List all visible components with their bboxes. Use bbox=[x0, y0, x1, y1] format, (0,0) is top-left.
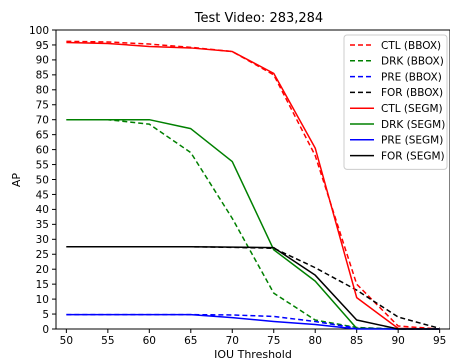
y-tick-label: 30 bbox=[36, 234, 49, 246]
x-axis-title: IOU Threshold bbox=[214, 348, 292, 361]
y-tick-label: 60 bbox=[36, 144, 49, 156]
y-tick-label: 65 bbox=[36, 129, 49, 141]
y-tick-label: 10 bbox=[36, 294, 49, 306]
legend-label: DRK (BBOX) bbox=[381, 56, 444, 68]
x-tick-label: 55 bbox=[101, 335, 114, 347]
series-line-4 bbox=[66, 41, 440, 330]
x-tick-label: 85 bbox=[350, 335, 363, 347]
x-tick-label: 70 bbox=[226, 335, 239, 347]
chart-title: Test Video: 283,284 bbox=[194, 11, 323, 26]
y-tick-label: 50 bbox=[36, 174, 49, 186]
y-tick-label: 0 bbox=[42, 324, 49, 336]
x-tick-label: 60 bbox=[143, 335, 156, 347]
y-tick-label: 95 bbox=[36, 40, 49, 52]
x-tick-label: 80 bbox=[309, 335, 322, 347]
legend-label: CTL (BBOX) bbox=[381, 40, 441, 52]
legend-label: FOR (SEGM) bbox=[381, 150, 445, 162]
axis-ticks: 50 55 60 65 70 75 80 85 90 95 0 5 10 15 20 25 30 35 40 45 50… bbox=[29, 25, 446, 347]
legend-box bbox=[343, 34, 448, 170]
x-tick-label: 65 bbox=[184, 335, 197, 347]
series-line-6 bbox=[66, 313, 440, 330]
legend-label: CTL (SEGM) bbox=[381, 103, 443, 115]
y-tick-label: 90 bbox=[36, 55, 49, 67]
y-tick-label: 85 bbox=[36, 70, 49, 82]
y-tick-label: 35 bbox=[36, 219, 49, 231]
legend: CTL (BBOX) DRK (BBOX) PRE (BBOX) FOR (BBOX)… bbox=[343, 34, 448, 170]
y-tick-label: 80 bbox=[36, 85, 49, 97]
y-tick-label: 45 bbox=[36, 189, 49, 201]
y-tick-label: 55 bbox=[36, 159, 49, 171]
y-tick-label: 100 bbox=[29, 25, 49, 37]
y-tick-label: 25 bbox=[36, 249, 49, 261]
y-tick-label: 5 bbox=[42, 309, 49, 321]
series-lines bbox=[66, 40, 440, 330]
y-axis-title: AP bbox=[10, 173, 23, 188]
legend-label: FOR (BBOX) bbox=[381, 87, 443, 99]
legend-label: PRE (BBOX) bbox=[381, 71, 442, 83]
y-tick-label: 75 bbox=[36, 100, 49, 112]
x-tick-label: 95 bbox=[433, 335, 446, 347]
y-tick-label: 20 bbox=[36, 264, 49, 276]
x-tick-label: 75 bbox=[267, 335, 280, 347]
legend-label: PRE (SEGM) bbox=[381, 135, 443, 147]
y-tick-label: 40 bbox=[36, 204, 49, 216]
series-line-2 bbox=[66, 313, 440, 330]
y-tick-label: 15 bbox=[36, 279, 49, 291]
y-tick-label: 70 bbox=[36, 115, 49, 127]
legend-label: DRK (SEGM) bbox=[381, 119, 445, 131]
x-tick-label: 50 bbox=[60, 335, 73, 347]
series-line-7 bbox=[66, 246, 440, 330]
x-tick-label: 90 bbox=[391, 335, 404, 347]
